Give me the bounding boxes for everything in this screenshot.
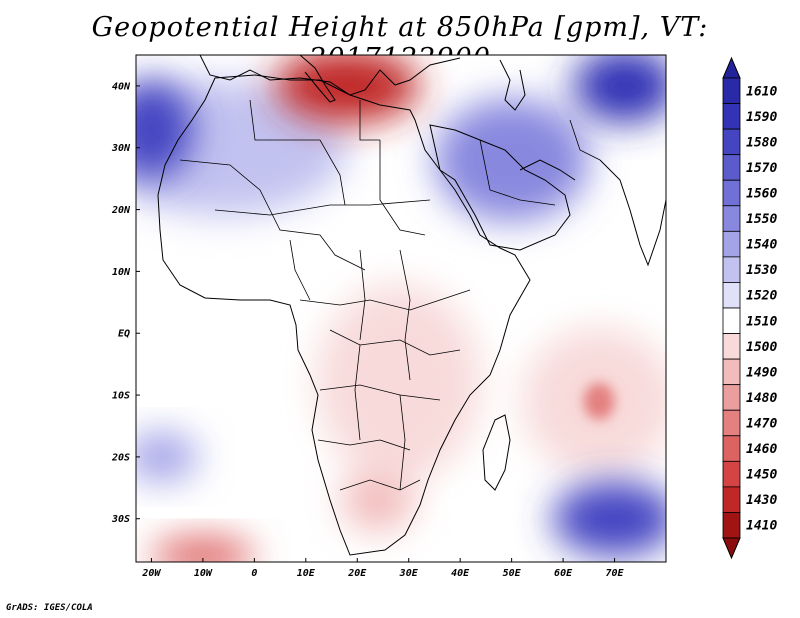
central-africa-low-region: [316, 283, 481, 482]
lon-label: 70E: [606, 568, 625, 579]
colorbar-label: 1520: [746, 289, 777, 304]
caspian-coastline: [499, 59, 526, 111]
colorbar-swatch: [722, 282, 741, 309]
colorbar-swatch: [722, 409, 741, 437]
lon-label: 40E: [451, 568, 470, 579]
plot-area: [136, 55, 666, 562]
colorbar-label: 1510: [746, 314, 777, 329]
colorbar-swatch: [722, 128, 741, 156]
colorbar-swatch: [722, 205, 741, 232]
colorbar-label: 1530: [746, 263, 777, 278]
lat-label: 20S: [111, 452, 130, 463]
atlantic-high-region: [136, 79, 193, 179]
colorbar-swatch: [722, 358, 741, 386]
africa-coastline: [157, 74, 531, 556]
colorbar-bottom-arrow: [722, 537, 741, 560]
colorbar-swatch: [722, 103, 741, 130]
colorbar-swatch: [722, 435, 741, 462]
axes: 40N 30N 20N 10N EQ 10S 20S 30S 20W 10W 0 10E 20E 30E 4…: [111, 81, 625, 579]
colorbar-label: 1550: [746, 212, 777, 227]
height-field: [136, 55, 666, 562]
colorbar-label: 1430: [746, 493, 777, 508]
lon-label: 50E: [503, 568, 522, 579]
lat-label: 30S: [111, 514, 130, 525]
coastlines: [157, 55, 666, 556]
colorbar-label: 1480: [746, 391, 777, 406]
lon-label: 0: [251, 568, 257, 579]
lat-label: 10N: [112, 267, 131, 278]
lon-label: 10E: [297, 568, 316, 579]
lon-label: 20E: [347, 568, 367, 579]
lat-label: 20N: [111, 205, 131, 216]
colorbar-swatch: [722, 230, 741, 258]
colorbar-swatch: [722, 460, 741, 488]
lat-label: EQ: [118, 329, 130, 340]
asia-high-region: [573, 55, 666, 124]
country-borders: [179, 99, 601, 491]
colorbar: 1610 1590 1580 1570 1560 1550 1540 1530 1520 1510…: [722, 56, 777, 560]
south-atlantic-high-region: [136, 432, 198, 482]
colorbar-swatch: [722, 384, 741, 411]
arabia-high-region: [434, 98, 589, 222]
colorbar-swatch: [722, 486, 741, 513]
colorbar-label: 1610: [746, 84, 777, 99]
colorbar-label: 1460: [746, 442, 777, 457]
southwest-low-region: [151, 537, 255, 562]
lat-label: 10S: [112, 391, 130, 402]
colorbar-label: 1450: [746, 468, 777, 483]
colorbar-swatch: [722, 307, 741, 334]
colorbar-label: 1500: [746, 340, 777, 355]
colorbar-label: 1580: [746, 135, 777, 150]
lon-label: 20W: [141, 568, 161, 579]
india-coastline: [599, 159, 666, 267]
south-indian-high-region: [552, 481, 666, 556]
italy-coastline: [299, 55, 336, 103]
colorbar-label: 1570: [746, 161, 777, 176]
lon-label: 10W: [194, 568, 213, 579]
lat-label: 30N: [111, 143, 131, 154]
colorbar-label: 1540: [746, 238, 777, 253]
med-low-region: [274, 55, 419, 124]
colorbar-label: 1490: [746, 365, 777, 380]
lat-label: 40N: [112, 81, 131, 92]
colorbar-label: 1560: [746, 187, 777, 202]
grads-credit: GrADS: IGES/COLA: [6, 603, 93, 613]
colorbar-swatch: [722, 512, 741, 539]
colorbar-swatch: [722, 333, 741, 360]
colorbar-swatch: [722, 77, 741, 104]
colorbar-swatch: [722, 256, 741, 283]
persian-gulf-coastline: [519, 159, 576, 181]
madagascar-coastline: [482, 414, 511, 491]
plot-frame: [135, 54, 667, 563]
colorbar-swatch: [722, 179, 741, 207]
europe-coastline: [199, 55, 461, 96]
colorbar-label: 1590: [746, 110, 777, 125]
lon-label: 60E: [554, 568, 573, 579]
south-africa-low-region: [341, 469, 414, 532]
arabia-coastline: [429, 124, 571, 251]
colorbar-swatch: [722, 154, 741, 181]
colorbar-label: 1410: [746, 519, 777, 534]
colorbar-label: 1470: [746, 417, 777, 432]
lon-label: 30E: [399, 568, 419, 579]
cyclone-low-region: [583, 382, 615, 420]
colorbar-top-arrow: [722, 56, 741, 79]
